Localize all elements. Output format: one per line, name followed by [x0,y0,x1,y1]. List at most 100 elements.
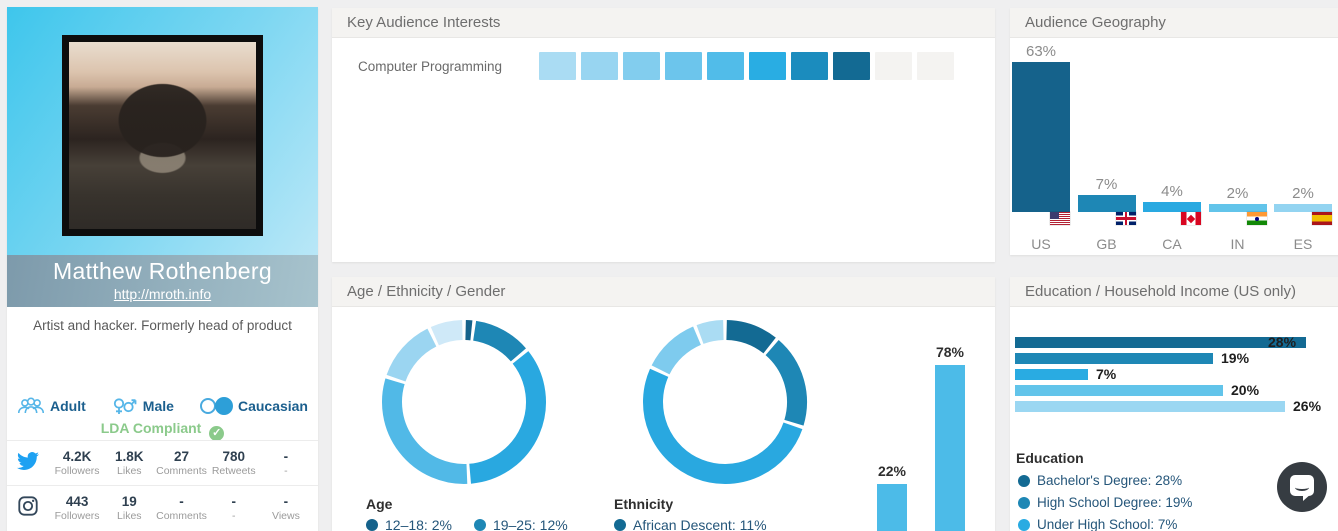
legend-label: Bachelor's Degree: 28% [1037,473,1183,488]
geo-country-label: CA [1162,236,1182,252]
education-bar [1015,353,1213,364]
education-panel: Education / Household Income (US only) 2… [1010,277,1338,531]
interest-cell [623,52,660,80]
legend-label: 12–18: 2% [385,517,452,531]
profile-photo [62,35,263,236]
ethnicity-donut-chart [643,320,807,484]
legend-dot-icon [1018,474,1030,487]
flag-icon-gb [1115,212,1136,225]
demographic-badges: Adult Male Caucasian [7,395,318,416]
badge-adult: Adult [17,397,86,415]
interest-row: Computer Programming [332,38,995,80]
education-percent-label: 20% [1231,382,1260,398]
donut-segment [643,368,803,484]
education-bar [1015,337,1306,348]
interests-panel: Key Audience Interests Computer Programm… [332,8,995,262]
legend-item: African Descent: 11% [614,517,767,531]
interest-label: Computer Programming [358,58,503,74]
education-percent-label: 19% [1221,350,1250,366]
education-percent-label: 26% [1293,398,1322,414]
interest-cell [539,52,576,80]
legend-label: African Descent: 11% [633,517,767,531]
geo-country-label: IN [1230,236,1245,252]
demographics-panel: Age / Ethnicity / Gender Age 12–18: 2% 19… [332,277,995,531]
gender-percent-label: 78% [935,344,965,360]
chat-bubble-tail [1303,493,1312,501]
geo-percent-label: 7% [1095,176,1118,193]
donut-segment [386,328,437,382]
instagram-icon [17,495,51,522]
legend-label: 19–25: 12% [492,517,568,531]
geo-column-ES: 2% ES [1274,185,1332,254]
stats-cell: 443 Followers [54,494,100,522]
ethnicity-legend: African Descent: 11% [614,517,767,531]
donut-segment [382,378,468,484]
interest-cell [707,52,744,80]
legend-item: Under High School: 7% [1018,517,1192,531]
donut-segment [765,340,807,426]
donut-segment [725,320,776,354]
twitter-icon [17,450,51,477]
stats-row-instagram: 443 Followers 19 Likes - Comments - - - Views [7,485,318,530]
interest-cell [917,52,954,80]
geo-percent-label: 63% [1025,43,1057,60]
geo-percent-label: 2% [1292,185,1314,202]
legend-item: 12–18: 2% [366,517,452,531]
interest-cell [581,52,618,80]
geo-bar [1274,204,1332,212]
donut-segment [651,326,702,375]
geography-chart: 63% US 7% GB 4% CA 2% IN 2% ES [1010,38,1338,254]
interest-cell [749,52,786,80]
gender-bar [877,484,907,531]
social-stats-table: 4.2K Followers 1.8K Likes 27 Comments 780 Retwe… [7,440,318,530]
age-section-label: Age [366,496,393,512]
flag-icon-ca [1181,212,1201,225]
stats-cell: 1.8K Likes [115,449,144,477]
legend-item: Bachelor's Degree: 28% [1018,473,1192,488]
geo-column-IN: 2% IN [1208,185,1267,254]
geography-panel: Audience Geography 63% US 7% GB 4% CA 2% IN 2% ES [1010,8,1338,255]
gender-percent-label: 22% [877,463,907,479]
profile-name: Matthew Rothenberg [53,258,272,284]
education-bar [1015,385,1223,396]
lda-compliant: LDA Compliant ✓ [7,420,318,441]
donut-segment [696,320,724,344]
interest-cell [833,52,870,80]
people-group-icon [17,397,45,415]
education-bar [1015,369,1088,380]
profile-card: Matthew Rothenberg http://mroth.info Art… [7,7,318,531]
demographics-panel-title: Age / Ethnicity / Gender [332,277,995,307]
profile-website-link[interactable]: http://mroth.info [113,286,212,302]
legend-dot-icon [366,519,378,531]
stats-cell: -- [283,449,289,477]
badge-male: Male [112,395,174,416]
geo-column-CA: 4% CA [1143,183,1201,254]
chat-launcher-button[interactable] [1277,462,1327,512]
ethnicity-section-label: Ethnicity [614,496,674,512]
interest-cell [875,52,912,80]
stats-cell: 780 Retweets [211,449,256,477]
stats-row-twitter: 4.2K Followers 1.8K Likes 27 Comments 780 Retwe… [7,440,318,485]
geo-percent-label: 4% [1161,183,1183,200]
flag-icon-in [1246,212,1267,225]
badge-adult-label: Adult [50,397,86,414]
badge-ethnicity-label: Caucasian [237,397,308,414]
stats-cell: -- [231,494,236,522]
gender-bar [935,365,965,531]
stats-cell: 19 Likes [117,494,142,522]
interest-cell [665,52,702,80]
stats-cell: 27 Comments [156,449,207,477]
geography-panel-title: Audience Geography [1010,8,1338,38]
age-donut-chart [382,320,546,484]
geo-country-label: US [1031,236,1051,252]
legend-label: High School Degree: 19% [1037,495,1193,510]
geo-bar [1208,204,1267,212]
legend-item: 19–25: 12% [473,517,568,531]
legend-item: High School Degree: 19% [1018,495,1192,510]
interest-cell [791,52,828,80]
donut-segment [472,320,526,362]
geo-percent-label: 2% [1226,185,1249,202]
legend-dot-icon [614,519,626,531]
flag-icon-es [1312,212,1332,225]
